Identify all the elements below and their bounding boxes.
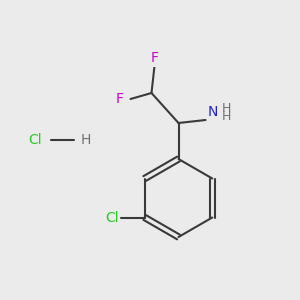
Text: Cl: Cl	[28, 133, 42, 146]
Text: Cl: Cl	[105, 211, 119, 224]
Text: H: H	[222, 110, 231, 124]
Text: H: H	[81, 133, 92, 146]
Text: N: N	[208, 106, 218, 119]
Text: H: H	[222, 102, 231, 115]
Text: F: F	[116, 92, 124, 106]
Text: F: F	[151, 52, 158, 65]
